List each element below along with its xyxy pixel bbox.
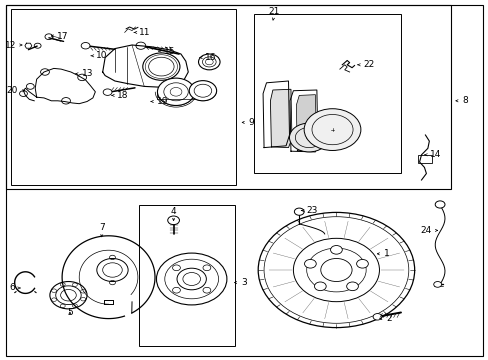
Circle shape	[142, 53, 180, 80]
Circle shape	[306, 248, 366, 292]
Circle shape	[346, 282, 358, 291]
Polygon shape	[296, 95, 316, 151]
Bar	[417, 155, 431, 163]
Text: 8: 8	[461, 96, 467, 105]
Text: 16: 16	[205, 53, 217, 62]
Text: 17: 17	[57, 32, 69, 41]
Circle shape	[136, 42, 145, 49]
Polygon shape	[270, 89, 291, 148]
Circle shape	[258, 212, 414, 328]
Circle shape	[372, 314, 381, 320]
Circle shape	[356, 260, 367, 268]
Text: 9: 9	[248, 118, 254, 127]
Text: 10: 10	[96, 51, 108, 60]
Circle shape	[97, 258, 128, 282]
Circle shape	[157, 78, 194, 105]
Text: 14: 14	[429, 150, 441, 159]
Circle shape	[293, 238, 379, 302]
Text: 3: 3	[241, 278, 246, 287]
Circle shape	[289, 123, 328, 152]
Circle shape	[103, 89, 112, 95]
Circle shape	[434, 201, 444, 208]
Circle shape	[433, 282, 441, 287]
Circle shape	[198, 54, 220, 70]
Text: 15: 15	[163, 47, 175, 56]
Text: 2: 2	[386, 314, 391, 323]
Bar	[6, 5, 450, 189]
Bar	[11, 9, 235, 185]
Circle shape	[50, 282, 87, 309]
Text: 22: 22	[363, 60, 374, 69]
Text: 4: 4	[170, 207, 176, 216]
Circle shape	[167, 216, 179, 225]
Circle shape	[177, 268, 206, 290]
Text: 19: 19	[156, 97, 168, 106]
Text: 5: 5	[67, 308, 73, 317]
Text: 1: 1	[383, 249, 389, 258]
Circle shape	[294, 208, 304, 215]
Circle shape	[304, 260, 316, 268]
Text: 23: 23	[306, 206, 317, 215]
Circle shape	[156, 253, 226, 305]
Text: 18: 18	[117, 91, 129, 100]
Circle shape	[330, 246, 342, 254]
Text: 21: 21	[267, 7, 279, 16]
Text: 12: 12	[5, 41, 16, 50]
Text: 20: 20	[7, 86, 18, 95]
Text: 6: 6	[9, 284, 15, 292]
Circle shape	[81, 42, 90, 49]
Bar	[254, 14, 400, 173]
Text: 11: 11	[139, 28, 151, 37]
Bar	[139, 205, 234, 346]
Text: 13: 13	[81, 69, 93, 78]
Text: 7: 7	[99, 223, 104, 232]
Circle shape	[304, 109, 360, 150]
Text: 24: 24	[420, 226, 431, 235]
Circle shape	[189, 81, 216, 101]
Circle shape	[314, 282, 325, 291]
